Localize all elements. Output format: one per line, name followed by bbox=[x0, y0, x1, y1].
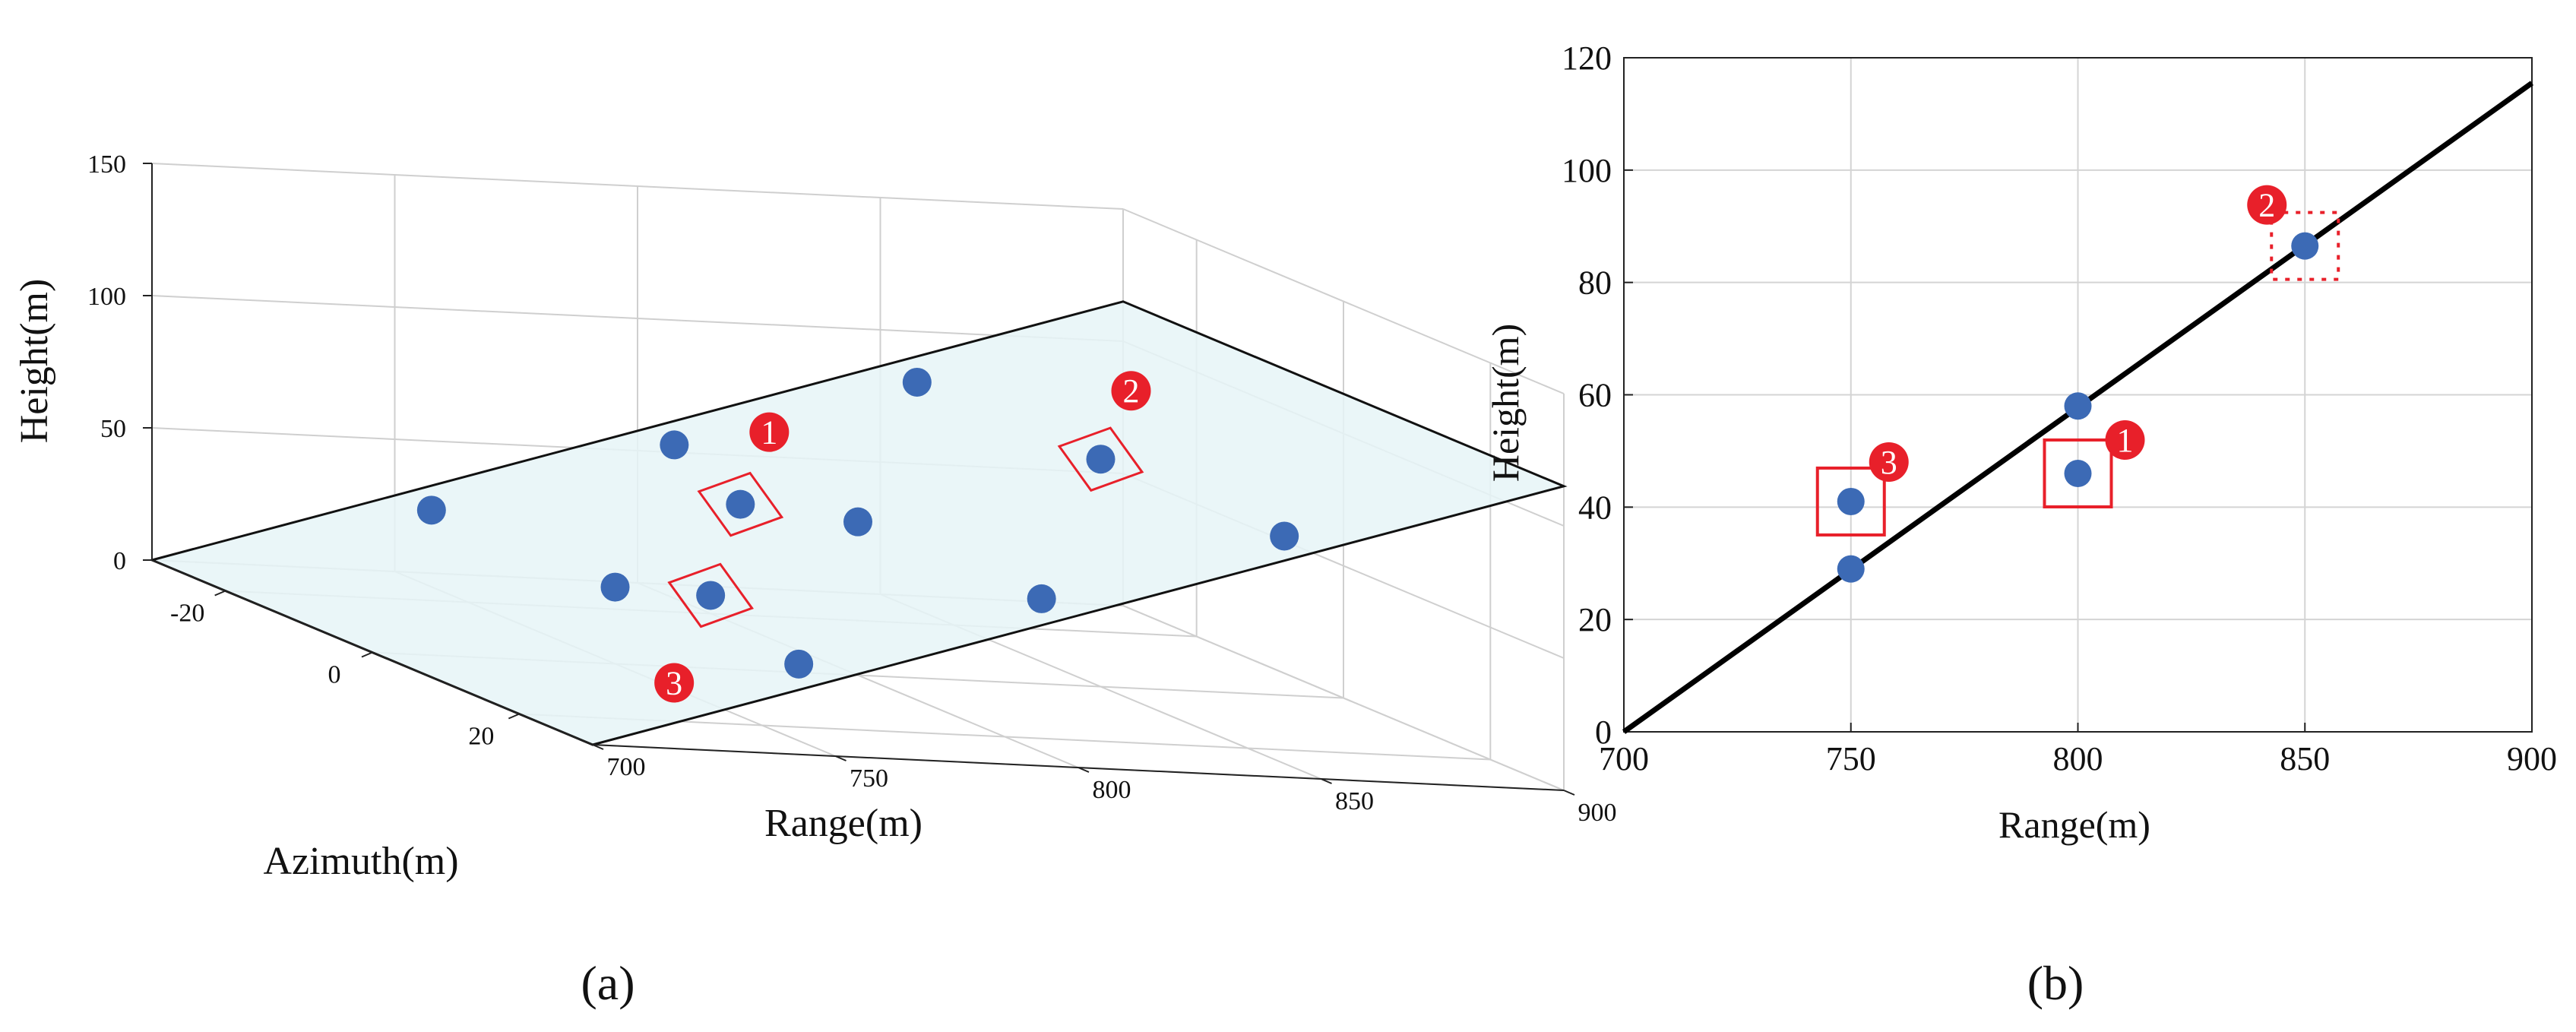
a-z-tick-label: 50 bbox=[100, 415, 126, 443]
panel-b-2d-scatter: 700 750 800 850 900 0 20 40 60 80 100 120 1 2 3 Heigh… bbox=[1484, 40, 2557, 1010]
a-x-tick bbox=[1563, 790, 1575, 796]
a-point bbox=[660, 430, 689, 460]
a-marker-box-1 bbox=[697, 471, 784, 537]
a-x-tick-label: 850 bbox=[1335, 787, 1374, 815]
a-point bbox=[416, 495, 446, 525]
a-grid-side-z bbox=[1122, 208, 1565, 394]
a-point bbox=[726, 489, 755, 519]
b-x-tick-label: 900 bbox=[2507, 740, 2557, 777]
panel-b-tick-labels: 700 750 800 850 900 0 20 40 60 80 100 120 bbox=[1562, 40, 2557, 777]
a-x-tick bbox=[835, 755, 847, 761]
a-z-tick-label: 150 bbox=[87, 150, 126, 179]
a-z-tick-label: 0 bbox=[113, 547, 126, 575]
b-x-tick-label: 700 bbox=[1599, 740, 1649, 777]
a-marker-badge-3-circle bbox=[654, 663, 695, 703]
b-y-tick-label: 20 bbox=[1578, 601, 1612, 638]
b-y-tick-label: 60 bbox=[1578, 377, 1612, 414]
panel-b-xlabel: Range(m) bbox=[1998, 803, 2150, 846]
b-y-tick-label: 40 bbox=[1578, 489, 1612, 526]
a-grid-side-z bbox=[1122, 605, 1565, 791]
b-point bbox=[1837, 555, 1865, 583]
panel-b-points bbox=[1837, 232, 2319, 583]
b-marker-box-1 bbox=[2043, 438, 2113, 508]
a-point bbox=[902, 367, 932, 397]
b-x-tick-label: 750 bbox=[1826, 740, 1876, 777]
b-y-tick-label: 120 bbox=[1562, 40, 1612, 77]
b-marker-badge-1-circle bbox=[2105, 419, 2145, 460]
a-point bbox=[1027, 584, 1056, 613]
a-point bbox=[784, 649, 814, 679]
b-marker-badge-1: 1 bbox=[2105, 419, 2145, 460]
panel-a-zlabel: Height(m) bbox=[13, 279, 56, 444]
panel-b-ylabel: Height(m) bbox=[1484, 324, 1527, 482]
panel-b-markers: 1 2 3 bbox=[1815, 185, 2340, 537]
b-marker-badge-3: 3 bbox=[1869, 442, 1909, 482]
b-y-tick-label: 80 bbox=[1578, 264, 1612, 302]
a-x-tick-label: 800 bbox=[1093, 776, 1131, 804]
b-x-tick-label: 800 bbox=[2053, 740, 2103, 777]
b-x-tick-label: 850 bbox=[2280, 740, 2330, 777]
b-marker-badge-3-label: 3 bbox=[1881, 444, 1897, 481]
a-point bbox=[696, 581, 726, 610]
a-point bbox=[843, 507, 872, 537]
b-point bbox=[2291, 232, 2319, 260]
b-y-tick-label: 0 bbox=[1595, 714, 1612, 751]
a-x-tick-label: 700 bbox=[607, 753, 646, 781]
a-x-tick bbox=[1078, 767, 1090, 773]
panel-a-ylabel: Azimuth(m) bbox=[263, 840, 458, 883]
panel-b-caption: (b) bbox=[2027, 956, 2084, 1010]
a-marker-badge-1-label: 1 bbox=[761, 414, 777, 451]
a-point bbox=[600, 572, 630, 602]
a-marker-badge-2-circle bbox=[1111, 371, 1151, 411]
b-point bbox=[2064, 392, 2092, 420]
b-marker-badge-2: 2 bbox=[2247, 185, 2287, 225]
b-marker-box-3 bbox=[1815, 466, 1886, 537]
a-grid-wall-z bbox=[151, 295, 1124, 342]
a-point bbox=[1086, 445, 1116, 474]
a-marker-badge-2-label: 2 bbox=[1123, 372, 1140, 410]
b-marker-badge-1-label: 1 bbox=[2117, 422, 2134, 459]
a-marker-badge-3: 3 bbox=[654, 663, 695, 703]
b-point bbox=[1837, 487, 1865, 515]
a-marker-box-2 bbox=[1057, 426, 1144, 492]
b-marker-badge-3-circle bbox=[1869, 442, 1909, 482]
b-marker-badge-2-label: 2 bbox=[2258, 187, 2275, 224]
a-marker-badge-3-label: 3 bbox=[666, 664, 682, 701]
panel-a-points bbox=[416, 367, 1299, 679]
a-marker-badge-1-circle bbox=[749, 412, 790, 452]
a-grid-wall-z bbox=[151, 163, 1124, 210]
b-marker-badge-2-circle bbox=[2247, 185, 2287, 225]
a-x-tick bbox=[592, 744, 604, 750]
b-point bbox=[2064, 459, 2092, 487]
a-marker-badge-2: 2 bbox=[1111, 371, 1151, 411]
a-x-tick bbox=[1321, 778, 1332, 784]
a-y-tick bbox=[361, 651, 373, 658]
a-z-tick-label: 100 bbox=[87, 283, 126, 311]
a-x-tick-label: 900 bbox=[1578, 799, 1617, 827]
b-y-tick-label: 100 bbox=[1562, 152, 1612, 189]
a-y-tick bbox=[214, 590, 226, 597]
panel-a-xlabel: Range(m) bbox=[764, 802, 922, 845]
a-x-tick-label: 750 bbox=[850, 765, 888, 793]
a-y-tick bbox=[508, 713, 520, 720]
a-y-tick-label: -20 bbox=[170, 600, 204, 628]
a-marker-badge-1: 1 bbox=[749, 412, 790, 452]
a-marker-box-3 bbox=[667, 562, 755, 628]
a-point bbox=[1270, 521, 1299, 551]
panel-a-caption: (a) bbox=[581, 956, 635, 1010]
a-y-tick-label: 20 bbox=[468, 723, 494, 751]
a-y-tick-label: 0 bbox=[328, 661, 341, 689]
panel-a-markers: 1 2 3 bbox=[654, 371, 1151, 703]
b-marker-box-2 bbox=[2270, 211, 2340, 281]
